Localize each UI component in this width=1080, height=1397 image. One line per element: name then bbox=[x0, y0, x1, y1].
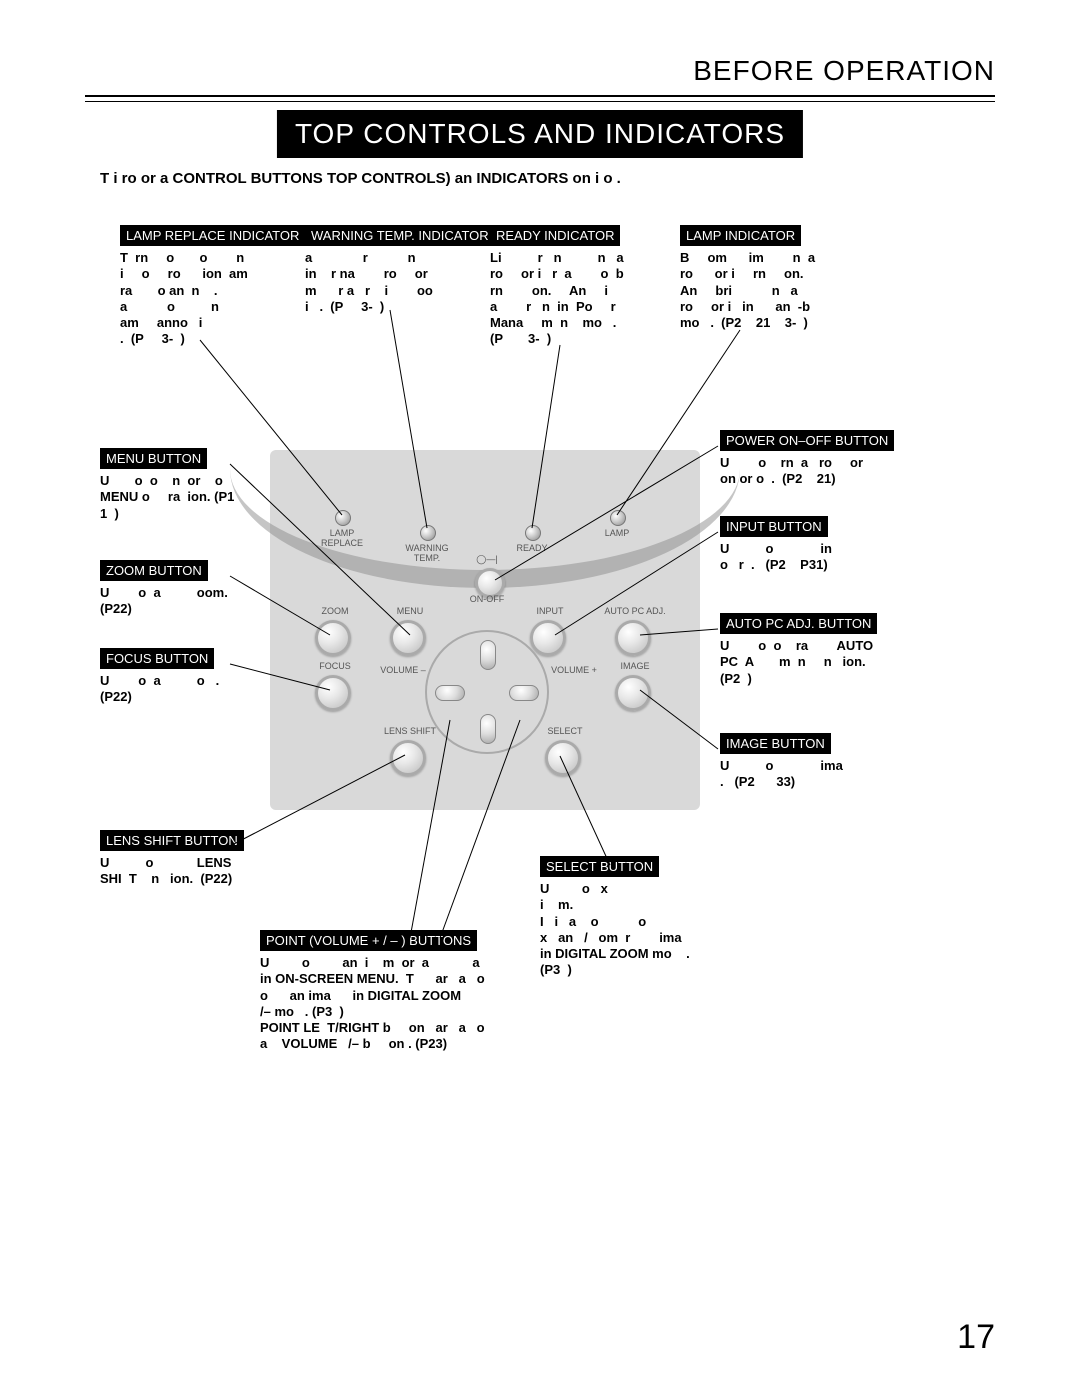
focus-button[interactable] bbox=[315, 675, 351, 711]
point-up[interactable] bbox=[480, 640, 496, 670]
callout-point-label: POINT (VOLUME + / – ) BUTTONS bbox=[260, 930, 477, 951]
callout-lamp: LAMP INDICATOR B om im n a ro or i rn on.… bbox=[680, 225, 880, 331]
callout-warning_temp: WARNING TEMP. INDICATOR a r n in r na ro … bbox=[305, 225, 505, 315]
intro-text: T i ro or a CONTROL BUTTONS TOP CONTROLS… bbox=[100, 170, 980, 187]
callout-poweronoff-label: POWER ON–OFF BUTTON bbox=[720, 430, 894, 451]
lamp-replace-indicator bbox=[335, 510, 351, 526]
callout-menu: MENU BUTTON U o o n or o MENU o ra ion. (… bbox=[100, 448, 300, 522]
callout-ready: READY INDICATOR Li r n n a ro or i r a o … bbox=[490, 225, 690, 348]
page: BEFORE OPERATION TOP CONTROLS AND INDICA… bbox=[0, 0, 1080, 1397]
focus-button-label: FOCUS bbox=[295, 661, 375, 671]
callout-zoom-label: ZOOM BUTTON bbox=[100, 560, 208, 581]
callout-image-desc: U o ima . (P2 33) bbox=[720, 758, 920, 791]
callout-select-label: SELECT BUTTON bbox=[540, 856, 659, 877]
warning-temp-indicator bbox=[420, 525, 436, 541]
callout-ready-label: READY INDICATOR bbox=[490, 225, 620, 246]
volume-minus-label: VOLUME – bbox=[378, 665, 428, 675]
zoom-button-label: ZOOM bbox=[295, 606, 375, 616]
point-down[interactable] bbox=[480, 714, 496, 744]
callout-input: INPUT BUTTON U o in o r . (P2 P31) bbox=[720, 516, 920, 574]
section-banner: TOP CONTROLS AND INDICATORS bbox=[277, 110, 803, 158]
menu-button-label: MENU bbox=[370, 606, 450, 616]
callout-zoom: ZOOM BUTTON U o a oom. (P22) bbox=[100, 560, 300, 618]
callout-lensshift-label: LENS SHIFT BUTTON bbox=[100, 830, 244, 851]
lensshift-button-label: LENS SHIFT bbox=[370, 726, 450, 736]
callout-image: IMAGE BUTTON U o ima . (P2 33) bbox=[720, 733, 920, 791]
header-rule bbox=[85, 95, 995, 102]
callout-focus: FOCUS BUTTON U o a o . (P22) bbox=[100, 648, 300, 706]
point-right[interactable] bbox=[509, 685, 539, 701]
lamp-indicator-label: LAMP bbox=[587, 528, 647, 538]
page-number: 17 bbox=[957, 1318, 995, 1357]
image-button[interactable] bbox=[615, 675, 651, 711]
callout-select: SELECT BUTTON U o x i m. I i a o o x an /… bbox=[540, 856, 740, 979]
callout-lamp_replace-desc: T rn o o n i o ro ion am ra o an n . a o… bbox=[120, 250, 320, 348]
callout-warning_temp-label: WARNING TEMP. INDICATOR bbox=[305, 225, 495, 246]
callout-warning_temp-desc: a r n in r na ro or m r a r i oo i . (P … bbox=[305, 250, 505, 315]
callout-autopc: AUTO PC ADJ. BUTTON U o o ra AUTO PC A m … bbox=[720, 613, 920, 687]
point-left[interactable] bbox=[435, 685, 465, 701]
callout-zoom-desc: U o a oom. (P22) bbox=[100, 585, 300, 618]
panel-arc bbox=[230, 350, 740, 588]
callout-input-desc: U o in o r . (P2 P31) bbox=[720, 541, 920, 574]
select-button[interactable] bbox=[545, 740, 581, 776]
ready-indicator-label: READY bbox=[502, 543, 562, 553]
callout-lensshift: LENS SHIFT BUTTON U o LENS SHI T n ion. (… bbox=[100, 830, 300, 888]
callout-menu-label: MENU BUTTON bbox=[100, 448, 207, 469]
callout-lamp_replace: LAMP REPLACE INDICATOR T rn o o n i o ro … bbox=[120, 225, 320, 348]
input-button[interactable] bbox=[530, 620, 566, 656]
callout-lamp-label: LAMP INDICATOR bbox=[680, 225, 801, 246]
header-title: BEFORE OPERATION bbox=[693, 55, 995, 87]
callout-lamp-desc: B om im n a ro or i rn on. An bri n a ro… bbox=[680, 250, 880, 331]
autopc-button[interactable] bbox=[615, 620, 651, 656]
volume-plus-label: VOLUME + bbox=[548, 665, 600, 675]
lamp-indicator bbox=[610, 510, 626, 526]
lensshift-button[interactable] bbox=[390, 740, 426, 776]
ready-indicator bbox=[525, 525, 541, 541]
callout-focus-label: FOCUS BUTTON bbox=[100, 648, 214, 669]
select-button-label: SELECT bbox=[525, 726, 605, 736]
callout-menu-desc: U o o n or o MENU o ra ion. (P1 1 ) bbox=[100, 473, 300, 522]
callout-select-desc: U o x i m. I i a o o x an / om r ima in … bbox=[540, 881, 740, 979]
onoff-label: ON-OFF bbox=[465, 594, 509, 604]
callout-input-label: INPUT BUTTON bbox=[720, 516, 828, 537]
input-button-label: INPUT bbox=[510, 606, 590, 616]
autopc-button-label: AUTO PC ADJ. bbox=[595, 606, 675, 616]
control-panel: LAMP REPLACE WARNING TEMP. READY LAMP ◯—| O… bbox=[270, 450, 700, 810]
callout-focus-desc: U o a o . (P22) bbox=[100, 673, 300, 706]
callout-poweronoff: POWER ON–OFF BUTTON U o rn a ro or on or … bbox=[720, 430, 920, 488]
zoom-button[interactable] bbox=[315, 620, 351, 656]
callout-ready-desc: Li r n n a ro or i r a o b rn on. An i a… bbox=[490, 250, 690, 348]
callout-autopc-desc: U o o ra AUTO PC A m n n ion. (P2 ) bbox=[720, 638, 920, 687]
menu-button[interactable] bbox=[390, 620, 426, 656]
callout-image-label: IMAGE BUTTON bbox=[720, 733, 831, 754]
warning-temp-indicator-label: WARNING TEMP. bbox=[397, 543, 457, 563]
callout-lamp_replace-label: LAMP REPLACE INDICATOR bbox=[120, 225, 305, 246]
callout-lensshift-desc: U o LENS SHI T n ion. (P22) bbox=[100, 855, 300, 888]
callout-poweronoff-desc: U o rn a ro or on or o . (P2 21) bbox=[720, 455, 920, 488]
onoff-symbol: ◯—| bbox=[465, 554, 509, 565]
lamp-replace-indicator-label: LAMP REPLACE bbox=[312, 528, 372, 548]
callout-autopc-label: AUTO PC ADJ. BUTTON bbox=[720, 613, 877, 634]
image-button-label: IMAGE bbox=[595, 661, 675, 671]
